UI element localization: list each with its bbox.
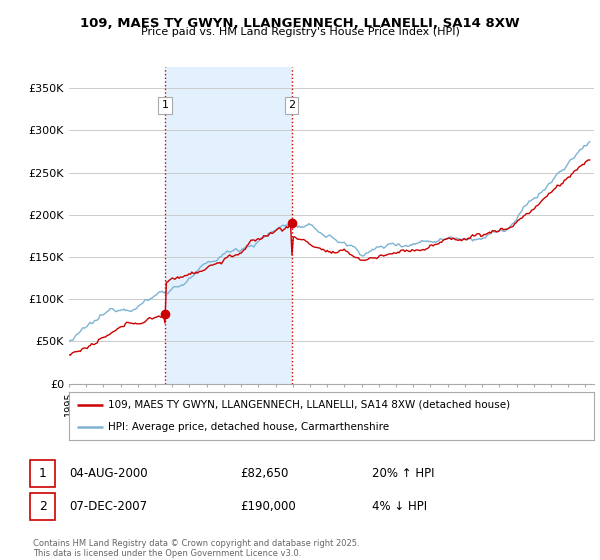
Bar — [165, 67, 292, 384]
Text: Price paid vs. HM Land Registry's House Price Index (HPI): Price paid vs. HM Land Registry's House … — [140, 27, 460, 37]
Text: 109, MAES TY GWYN, LLANGENNECH, LLANELLI, SA14 8XW: 109, MAES TY GWYN, LLANGENNECH, LLANELLI… — [80, 17, 520, 30]
Text: 2: 2 — [288, 100, 295, 110]
Text: 07-DEC-2007: 07-DEC-2007 — [69, 500, 147, 514]
Text: 04-AUG-2000: 04-AUG-2000 — [69, 466, 148, 480]
Text: 1: 1 — [38, 466, 47, 480]
Text: 2: 2 — [38, 500, 47, 514]
Text: Contains HM Land Registry data © Crown copyright and database right 2025.
This d: Contains HM Land Registry data © Crown c… — [33, 539, 359, 558]
Text: 109, MAES TY GWYN, LLANGENNECH, LLANELLI, SA14 8XW (detached house): 109, MAES TY GWYN, LLANGENNECH, LLANELLI… — [109, 400, 511, 410]
Text: 20% ↑ HPI: 20% ↑ HPI — [372, 466, 434, 480]
Text: 1: 1 — [161, 100, 169, 110]
Text: 4% ↓ HPI: 4% ↓ HPI — [372, 500, 427, 514]
Text: £82,650: £82,650 — [240, 466, 289, 480]
Text: HPI: Average price, detached house, Carmarthenshire: HPI: Average price, detached house, Carm… — [109, 422, 389, 432]
Text: £190,000: £190,000 — [240, 500, 296, 514]
